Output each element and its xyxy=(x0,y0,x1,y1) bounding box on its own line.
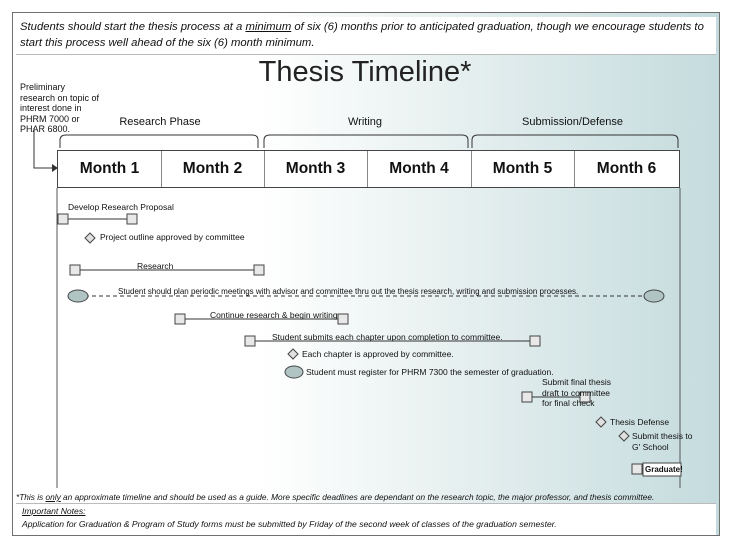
top-note-after: of six (6) months prior to anticipated g… xyxy=(20,21,704,49)
bar-end-final-end xyxy=(579,391,591,403)
month-divider xyxy=(574,151,575,187)
bottom-note: *This is only an approximate timeline an… xyxy=(16,492,716,502)
top-note-before: Students should start the thesis process… xyxy=(20,21,246,33)
phase-writing: Writing xyxy=(347,116,383,128)
meetings-end xyxy=(643,289,665,303)
bar-end-research-start xyxy=(69,264,81,276)
top-note-emphasis: minimum xyxy=(245,21,292,33)
phase-bracket-writing xyxy=(263,134,469,148)
label-outline-approved: Project outline approved by committee xyxy=(100,232,245,242)
bar-end-research-end xyxy=(253,264,265,276)
prelim-arrow xyxy=(33,128,52,169)
label-submit-school-line1: Submit thesis to xyxy=(632,431,693,441)
bar-end-continue-end xyxy=(337,313,349,325)
label-submit-final: Submit final thesis draft to committee f… xyxy=(542,377,611,409)
phase-bracket-submission xyxy=(471,134,679,148)
label-submit-final-line2: draft to committee xyxy=(542,387,611,398)
prelim-note: Preliminary research on topic of interes… xyxy=(20,82,100,134)
label-continue-research: Continue research & begin writing xyxy=(210,310,338,320)
meetings-start xyxy=(67,289,89,303)
bottom-note-before: *This is xyxy=(16,492,46,502)
slide-background xyxy=(12,12,720,536)
label-meetings: Student should plan periodic meetings wi… xyxy=(118,287,579,296)
graduate-box xyxy=(642,462,682,477)
milestone-graduate xyxy=(631,463,643,475)
label-develop-proposal: Develop Research Proposal xyxy=(68,202,174,212)
bar-end-develop-end xyxy=(126,213,138,225)
page-title: Thesis Timeline* xyxy=(258,56,472,88)
month-1: Month 1 xyxy=(79,160,140,177)
milestone-outline-approved xyxy=(84,232,96,244)
bar-end-continue-start xyxy=(174,313,186,325)
milestone-defense xyxy=(595,416,607,428)
label-submit-chapter: Student submits each chapter upon comple… xyxy=(272,332,503,342)
bar-end-develop-start xyxy=(57,213,69,225)
milestone-submit-school xyxy=(618,430,630,442)
top-note: Students should start the thesis process… xyxy=(16,17,716,55)
label-submit-school: Submit thesis to G' School xyxy=(632,431,692,452)
month-4: Month 4 xyxy=(389,160,449,177)
month-header: Month 1 Month 2 Month 3 Month 4 Month 5 … xyxy=(57,150,680,188)
label-register: Student must register for PHRM 7300 the … xyxy=(306,367,554,377)
month-3: Month 3 xyxy=(285,160,346,177)
month-divider xyxy=(367,151,368,187)
month-divider xyxy=(264,151,265,187)
label-submit-school-line2: G' School xyxy=(632,441,669,452)
bottom-note-emphasis: only xyxy=(45,492,61,502)
phase-submission: Submission/Defense xyxy=(522,116,623,128)
month-divider xyxy=(471,151,472,187)
important-notes-box xyxy=(16,503,716,535)
label-submit-final-line3: for final check xyxy=(542,398,595,408)
bar-end-chapter-start xyxy=(244,335,256,347)
prelim-arrowhead xyxy=(52,164,58,172)
label-defense: Thesis Defense xyxy=(610,417,670,427)
month-2: Month 2 xyxy=(182,160,243,177)
milestone-register xyxy=(284,365,304,379)
bar-end-final-start xyxy=(521,391,533,403)
month-6: Month 6 xyxy=(596,160,657,177)
label-graduate: Graduate! xyxy=(645,465,683,474)
milestone-chapter-approved xyxy=(287,348,299,360)
important-notes-heading: Important Notes: xyxy=(22,506,86,516)
important-notes-text: Application for Graduation & Program of … xyxy=(22,519,557,529)
month-divider xyxy=(161,151,162,187)
month-5: Month 5 xyxy=(492,160,553,177)
label-research: Research xyxy=(137,261,174,271)
bottom-note-after: an approximate timeline and should be us… xyxy=(60,492,655,502)
phase-research: Research Phase xyxy=(119,116,201,128)
phase-bracket-research xyxy=(59,134,259,148)
label-submit-final-line1: Submit final thesis xyxy=(542,377,611,387)
bar-end-chapter-end xyxy=(529,335,541,347)
label-chapter-approved: Each chapter is approved by committee. xyxy=(302,349,454,359)
